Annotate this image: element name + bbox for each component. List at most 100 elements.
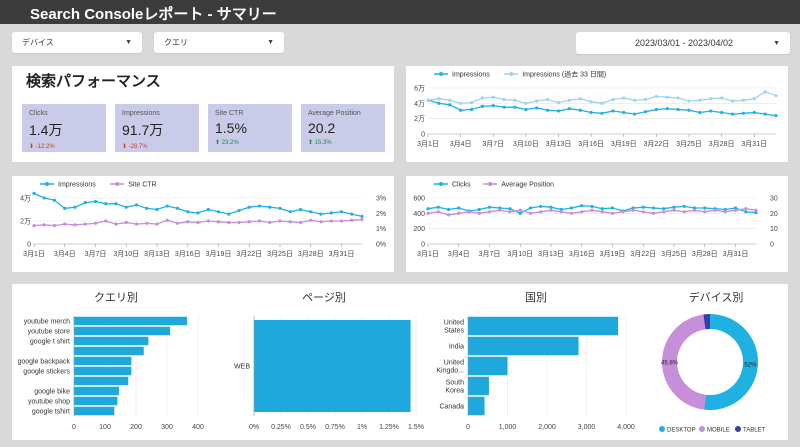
x-tick-label: 3月10日 xyxy=(507,250,533,258)
bar xyxy=(74,396,118,406)
kpi-card-clicks: Clicks 1.4万 ⬇ -12.2% xyxy=(22,104,106,152)
data-point xyxy=(633,98,637,102)
clicks-position-card xyxy=(406,176,788,272)
y-tick-label: 400 xyxy=(413,211,425,218)
data-point xyxy=(651,211,656,215)
category-label: South Korea xyxy=(445,380,464,395)
x-tick-label: 1.25% xyxy=(379,424,399,431)
donut-slice xyxy=(703,314,710,330)
data-point xyxy=(539,210,543,214)
data-point xyxy=(513,105,517,109)
data-point xyxy=(535,106,539,110)
data-point xyxy=(610,206,615,210)
data-point xyxy=(469,100,474,105)
data-point xyxy=(237,209,241,213)
x-tick-label: 3月19日 xyxy=(600,250,626,258)
header-bar xyxy=(0,0,800,24)
data-point xyxy=(703,206,707,210)
y2-tick-label: 0% xyxy=(376,242,386,249)
data-point xyxy=(754,210,758,215)
legend-label: Impressions (過去 33 日間) xyxy=(522,70,606,79)
data-point xyxy=(247,220,251,224)
data-point xyxy=(298,220,303,225)
data-point xyxy=(436,210,440,214)
data-point xyxy=(446,213,451,217)
data-point xyxy=(73,205,77,209)
data-point xyxy=(206,207,210,212)
data-point xyxy=(216,210,221,214)
data-point xyxy=(42,196,46,200)
data-point xyxy=(319,220,323,224)
data-point xyxy=(186,220,190,224)
data-point xyxy=(754,208,758,212)
x-tick-label: 3月4日 xyxy=(450,140,472,148)
data-point xyxy=(654,94,658,99)
data-point xyxy=(426,211,430,215)
data-point xyxy=(513,98,517,102)
date-range-picker[interactable]: 2023/03/01 - 2023/04/02 ▼ xyxy=(576,32,790,54)
data-point xyxy=(134,222,139,226)
y-tick-label: 200 xyxy=(413,226,425,233)
device-filter-dropdown[interactable]: デバイス ▼ xyxy=(12,32,142,53)
data-point xyxy=(600,210,604,214)
slice-label: 45.8% xyxy=(661,360,679,366)
y-tick-label: 0 xyxy=(421,242,425,249)
chevron-down-icon: ▼ xyxy=(267,39,274,46)
data-point xyxy=(641,210,645,214)
data-point xyxy=(549,205,553,209)
country-bar-chart: 0 1,000 2,000 3,000 4,000 United States India Un… xyxy=(436,316,635,431)
x-tick-label: 0% xyxy=(249,424,259,431)
y-tick-label: 6万 xyxy=(414,85,425,93)
data-point xyxy=(567,98,571,102)
data-point xyxy=(457,211,461,215)
data-point xyxy=(672,208,676,212)
bar xyxy=(468,396,485,416)
kpi-value: 20.2 xyxy=(308,120,336,136)
category-label: United States xyxy=(444,320,465,335)
data-point xyxy=(480,96,484,100)
data-point xyxy=(733,206,738,210)
data-point xyxy=(487,210,492,214)
data-point xyxy=(155,207,159,212)
data-point xyxy=(730,99,735,103)
category-label: United Kingdo... xyxy=(436,360,464,375)
data-point xyxy=(508,207,512,211)
x-tick-label: 3月13日 xyxy=(144,250,170,258)
data-point xyxy=(104,219,108,223)
data-point xyxy=(621,210,625,214)
x-tick-label: 3月31日 xyxy=(329,250,355,258)
y-tick-label: 0 xyxy=(421,132,425,139)
data-point xyxy=(590,204,594,209)
data-point xyxy=(744,207,748,211)
data-point xyxy=(622,110,626,115)
category-label: google tshirt xyxy=(32,409,70,416)
data-point xyxy=(610,211,615,215)
x-tick-label: 3月10日 xyxy=(113,250,139,258)
data-point xyxy=(556,100,561,105)
data-point xyxy=(298,207,303,212)
data-point xyxy=(556,109,561,113)
data-point xyxy=(42,223,46,227)
data-point xyxy=(63,222,67,226)
x-tick-label: 100 xyxy=(99,424,111,431)
data-point xyxy=(524,107,528,112)
x-tick-label: 300 xyxy=(161,424,173,431)
data-point xyxy=(720,96,724,100)
query-filter-dropdown[interactable]: クエリ ▼ xyxy=(154,32,284,53)
arrow-down-icon: ⬇ xyxy=(122,144,129,150)
y-tick-label: 0 xyxy=(27,242,31,249)
data-point xyxy=(93,199,98,204)
bar xyxy=(74,336,149,346)
data-point xyxy=(651,206,656,210)
x-tick-label: 3,000 xyxy=(578,424,596,431)
data-point xyxy=(491,95,495,99)
x-tick-label: 3月31日 xyxy=(741,140,767,148)
data-point xyxy=(631,208,635,212)
data-point xyxy=(288,210,292,214)
data-point xyxy=(467,210,471,214)
bar xyxy=(74,346,144,356)
data-point xyxy=(662,210,666,214)
category-label: google t shirt xyxy=(30,339,70,346)
x-tick-label: 0.5% xyxy=(300,424,316,431)
data-point xyxy=(518,211,522,215)
